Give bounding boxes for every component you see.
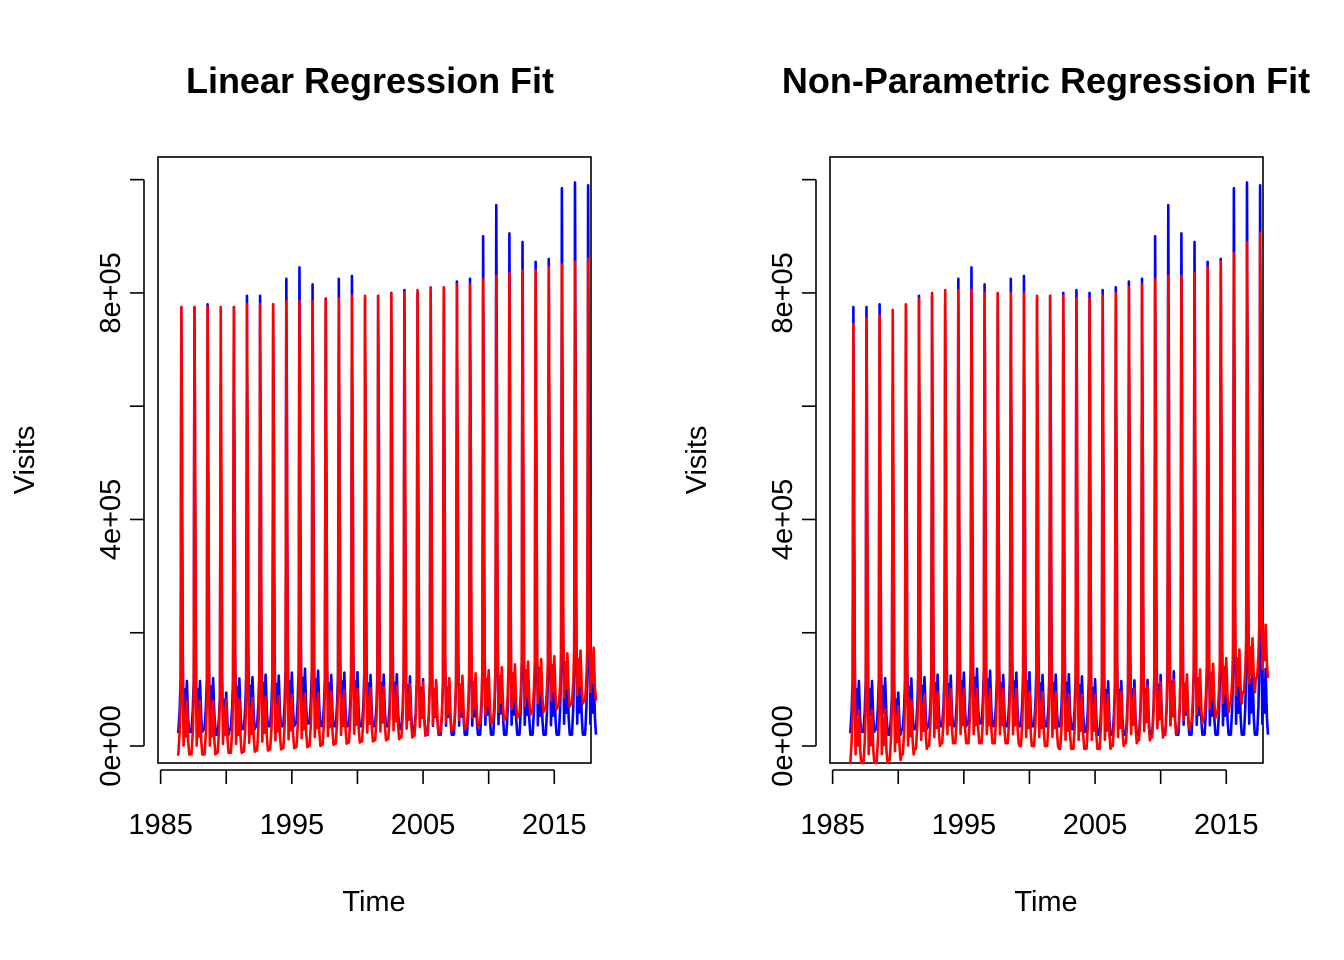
x-tick-label: 1995 [932, 809, 997, 841]
series-line-observed [849, 181, 1270, 736]
y-axis: 0e+00 4e+05 8e+05 [95, 178, 145, 787]
x-axis-label: Time [1014, 886, 1077, 918]
x-tick-label: 2015 [522, 809, 587, 841]
y-axis-label: Visits [9, 426, 41, 495]
x-tick-label: 1985 [800, 809, 865, 841]
y-tick-label: 0e+00 [95, 705, 127, 786]
y-tick-label: 0e+00 [767, 705, 799, 786]
plot-frame [157, 156, 592, 764]
x-axis-label: Time [342, 886, 405, 918]
y-axis-label: Visits [681, 426, 713, 495]
y-tick-label: 8e+05 [95, 252, 127, 333]
x-tick-label: 2005 [1063, 809, 1128, 841]
panel-linear-regression: Linear Regression Fit 1985 1995 2005 2015 0… [9, 60, 598, 918]
plot-frame [829, 156, 1264, 764]
chart-title: Linear Regression Fit [186, 60, 554, 101]
panel-non-parametric-regression: Non-Parametric Regression Fit 1985 1995 20… [681, 60, 1310, 918]
series-line-fitted [177, 257, 598, 756]
x-axis: 1985 1995 2005 2015 [128, 769, 587, 841]
series-line-observed [177, 181, 598, 736]
x-tick-label: 2005 [391, 809, 456, 841]
y-axis: 0e+00 4e+05 8e+05 [767, 178, 817, 787]
series-layer [177, 181, 598, 756]
x-tick-label: 1985 [128, 809, 193, 841]
x-axis: 1985 1995 2005 2015 [800, 769, 1259, 841]
x-tick-label: 2015 [1194, 809, 1259, 841]
x-tick-label: 1995 [260, 809, 325, 841]
series-layer [849, 181, 1270, 765]
y-tick-label: 4e+05 [767, 479, 799, 560]
series-line-fitted [849, 232, 1270, 765]
chart-title: Non-Parametric Regression Fit [782, 60, 1310, 101]
y-tick-label: 8e+05 [767, 252, 799, 333]
y-tick-label: 4e+05 [95, 479, 127, 560]
